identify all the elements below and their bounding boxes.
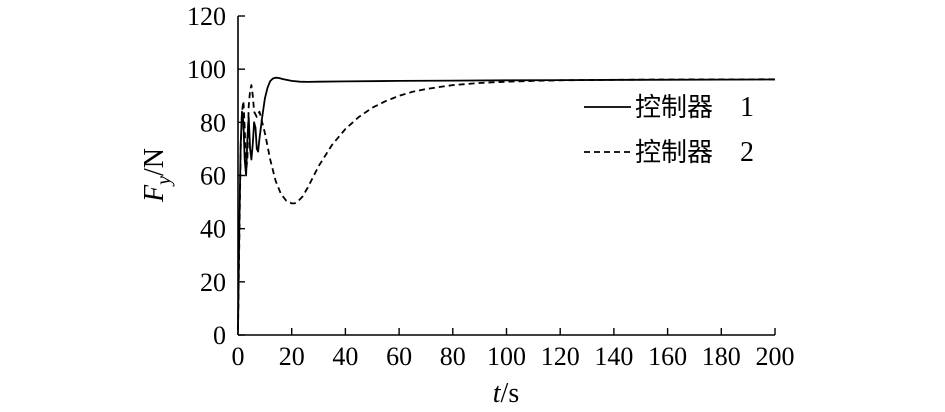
y-axis-title-unit: /N bbox=[139, 148, 170, 176]
y-axis-title-sub: y bbox=[153, 176, 175, 187]
legend: 控制器 1 控制器 2 bbox=[584, 92, 754, 168]
series-line-2 bbox=[237, 78, 776, 330]
y-tick-label: 80 bbox=[200, 108, 226, 137]
x-tick-label: 180 bbox=[702, 342, 741, 371]
series-lines bbox=[237, 76, 776, 330]
legend-label-1: 控制器 bbox=[635, 93, 713, 123]
y-tick-label: 120 bbox=[187, 2, 226, 31]
y-tick-label: 0 bbox=[213, 321, 226, 350]
x-tick-label: 200 bbox=[756, 342, 795, 371]
x-tick-label: 40 bbox=[332, 342, 358, 371]
legend-number-2: 2 bbox=[740, 137, 754, 168]
x-tick-label: 60 bbox=[386, 342, 412, 371]
y-axis-title-var: F bbox=[139, 184, 170, 203]
x-ticks: 0 20 40 60 80 100 120 140 160 180 200 bbox=[232, 328, 795, 371]
x-tick-label: 0 bbox=[232, 342, 245, 371]
y-ticks: 0 20 40 60 80 100 120 bbox=[187, 2, 245, 350]
legend-label-2: 控制器 bbox=[635, 138, 713, 168]
x-tick-label: 120 bbox=[541, 342, 580, 371]
x-tick-label: 100 bbox=[487, 342, 526, 371]
x-tick-label: 80 bbox=[440, 342, 466, 371]
y-tick-label: 60 bbox=[200, 162, 226, 191]
y-tick-label: 40 bbox=[200, 215, 226, 244]
y-tick-label: 100 bbox=[187, 55, 226, 84]
x-tick-label: 160 bbox=[648, 342, 687, 371]
x-tick-label: 140 bbox=[594, 342, 633, 371]
series-line-1 bbox=[237, 76, 776, 330]
x-tick-label: 20 bbox=[279, 342, 305, 371]
x-axis-title-var: t bbox=[493, 378, 502, 409]
y-axis-title: Fy/N bbox=[139, 148, 175, 203]
y-tick-label: 20 bbox=[200, 268, 226, 297]
x-axis-title-unit: /s bbox=[501, 378, 520, 409]
plot-area: 0 20 40 60 80 100 120 140 160 180 200 0 20 40 60 80 100… bbox=[187, 2, 795, 371]
x-axis-title: t/s bbox=[493, 378, 519, 409]
legend-number-1: 1 bbox=[740, 92, 754, 123]
